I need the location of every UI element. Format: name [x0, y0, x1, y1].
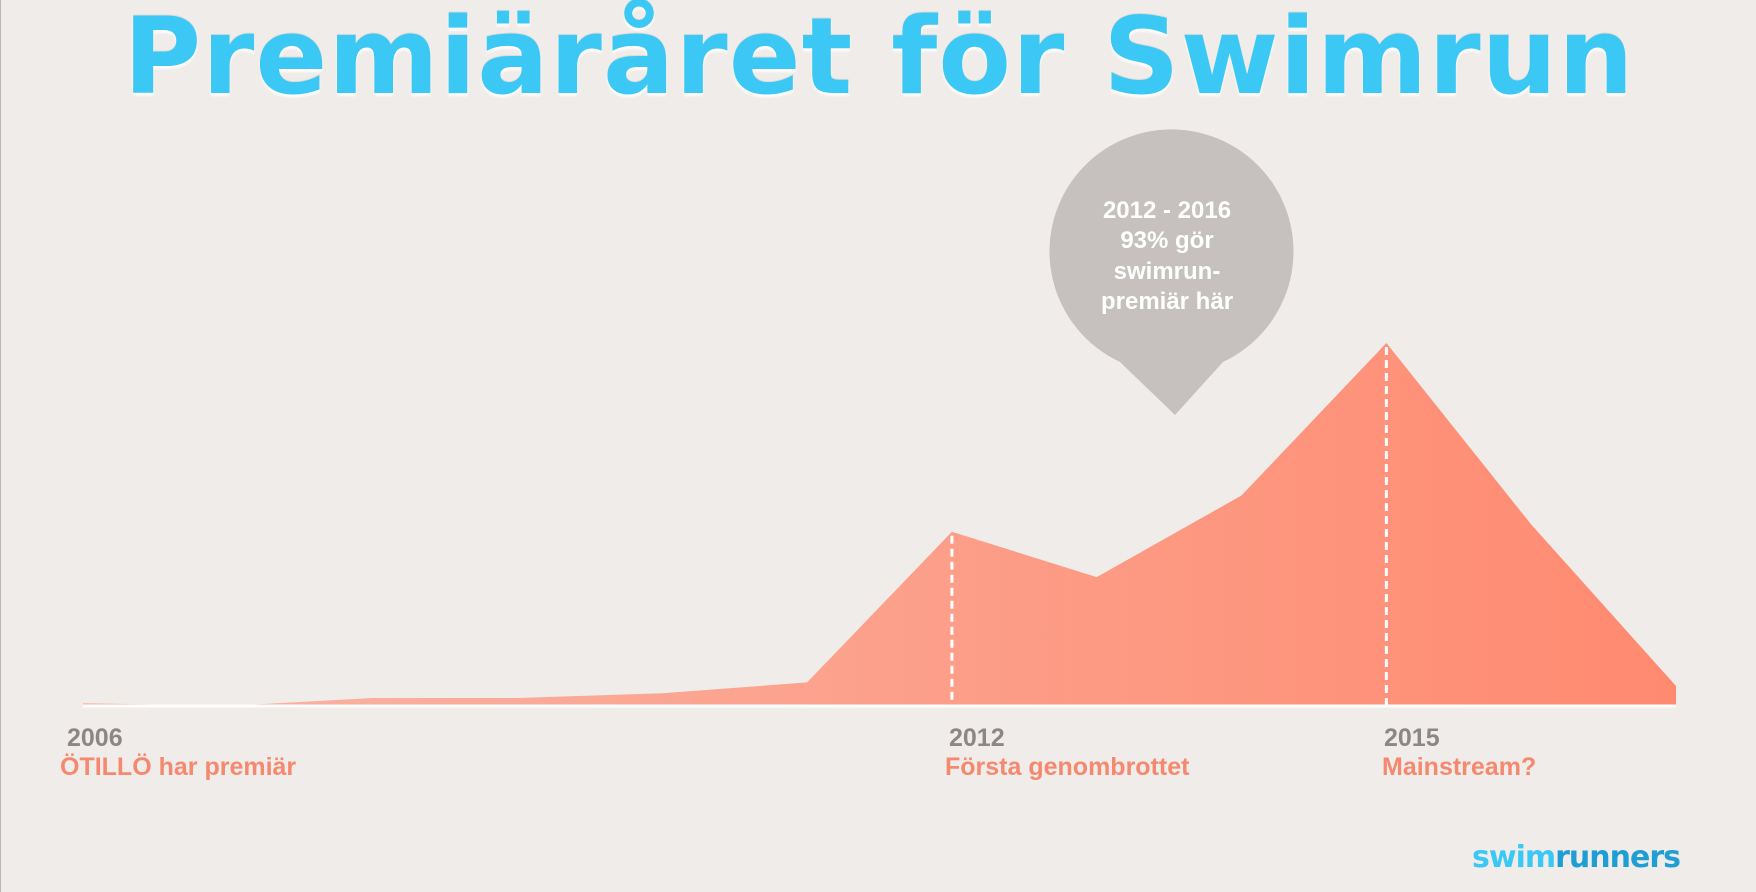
milestone-label-2015: Mainstream?	[1382, 753, 1536, 781]
series-area	[83, 343, 1676, 706]
annotation-line-3: swimrun-	[1114, 258, 1221, 285]
logo-part-swim: swim	[1472, 840, 1556, 875]
milestone-label-2012: Första genombrottet	[945, 753, 1190, 781]
year-label-2015: 2015	[1384, 724, 1440, 752]
annotation-line-1: 2012 - 2016	[1103, 197, 1231, 224]
page-title: Premiäråret för Swimrun	[123, 0, 1635, 118]
annotation-line-2: 93% gör	[1120, 227, 1213, 254]
swimrunners-logo: swimrunners	[1472, 840, 1681, 875]
logo-part-runners: runners	[1555, 840, 1681, 875]
milestone-label-2006: ÖTILLÖ har premiär	[60, 752, 296, 781]
year-label-2012: 2012	[949, 724, 1005, 752]
year-label-2006: 2006	[67, 724, 123, 752]
annotation-bubble: 2012 - 2016 93% gör swimrun- premiär här	[1049, 129, 1294, 415]
annotation-line-4: premiär här	[1101, 288, 1233, 315]
annotation-bubble-shape	[1049, 129, 1294, 415]
